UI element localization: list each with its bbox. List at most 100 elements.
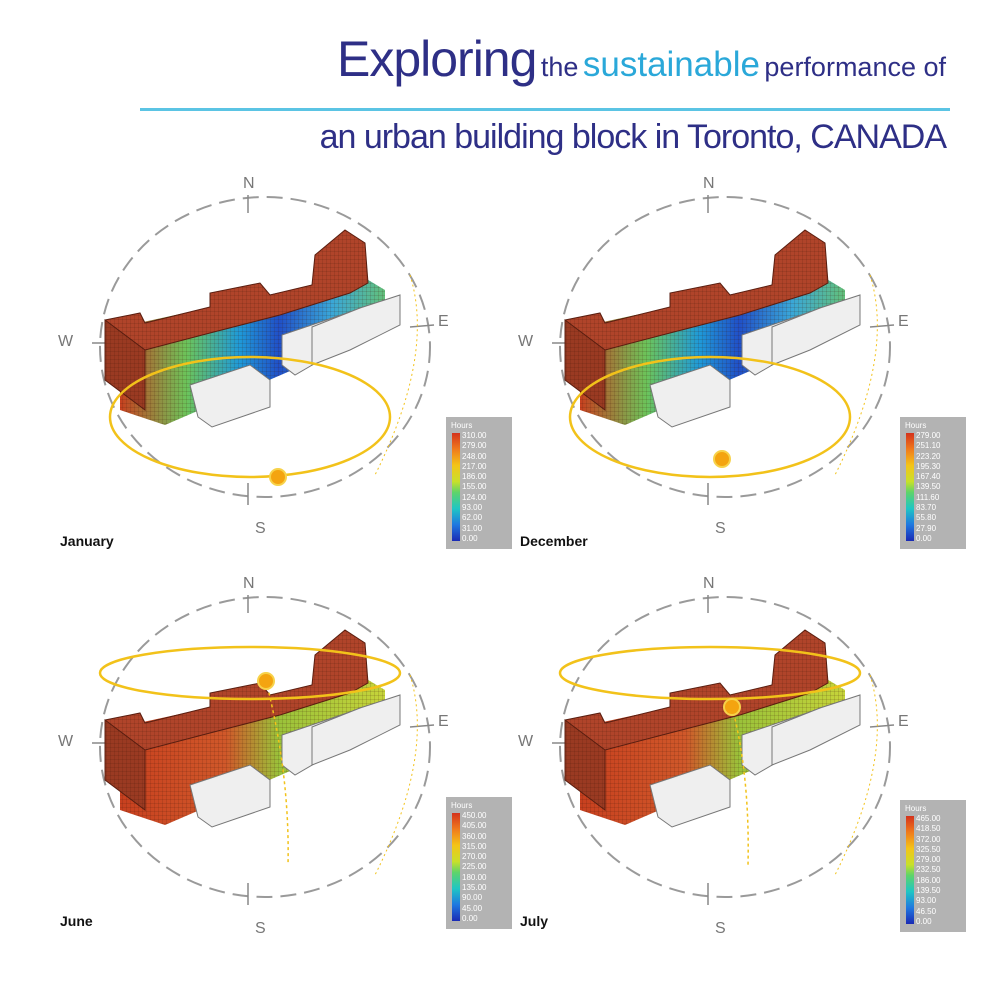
compass-north: N xyxy=(703,175,715,192)
legend-title: Hours xyxy=(905,421,927,430)
legend-value: 46.50 xyxy=(916,906,937,916)
legend-value: 0.00 xyxy=(462,533,478,543)
legend-value: 62.00 xyxy=(462,513,483,523)
legend-value: 83.70 xyxy=(916,503,937,513)
legend-value: 217.00 xyxy=(462,461,487,471)
neighbour-building xyxy=(311,294,401,366)
compass-south: S xyxy=(715,920,726,937)
legend-value: 45.00 xyxy=(462,903,483,913)
legend-value: 31.00 xyxy=(462,523,483,533)
legend-value: 223.20 xyxy=(916,451,941,461)
neighbour-building xyxy=(311,694,401,766)
legend-color-scale xyxy=(452,433,460,541)
sun-study-diagram xyxy=(92,595,435,905)
compass-east: E xyxy=(438,713,449,730)
legend-value: 0.00 xyxy=(916,916,932,926)
panel-june: N S W E June Hours 450.00 405.00 360.00 315.00 270… xyxy=(50,575,530,965)
compass-south: S xyxy=(255,520,266,537)
compass-ring xyxy=(559,196,891,498)
legend-value: 55.80 xyxy=(916,513,937,523)
title-line-2: an urban building block in Toronto, CANA… xyxy=(319,118,947,156)
sun-study-diagram xyxy=(552,595,895,905)
sun-icon xyxy=(713,450,731,468)
legend-value: 279.00 xyxy=(916,431,941,440)
legend-value: 27.90 xyxy=(916,523,937,533)
month-label: December xyxy=(520,533,588,549)
legend-value: 270.00 xyxy=(462,852,487,862)
legend-value: 186.00 xyxy=(916,875,941,885)
title-word-sustainable: sustainable xyxy=(582,45,760,84)
legend-value: 418.50 xyxy=(916,824,941,834)
compass-west: W xyxy=(58,733,74,750)
hours-legend: Hours 450.00 405.00 360.00 315.00 270.00 225.0… xyxy=(446,797,512,929)
legend-color-scale xyxy=(452,813,460,921)
sun-icon xyxy=(257,672,275,690)
compass-south: S xyxy=(715,520,726,537)
legend-value: 186.00 xyxy=(462,472,487,482)
title-word-performance: performance of xyxy=(764,52,946,82)
neighbour-building xyxy=(771,294,861,366)
neighbour-building xyxy=(189,764,271,828)
neighbour-building xyxy=(649,364,731,428)
legend-value: 135.00 xyxy=(462,883,487,893)
legend-value: 310.00 xyxy=(462,431,487,440)
legend-value: 360.00 xyxy=(462,831,487,841)
legend-value: 124.00 xyxy=(462,492,487,502)
title-word-exploring: Exploring xyxy=(336,31,537,87)
compass-east: E xyxy=(898,713,909,730)
legend-title: Hours xyxy=(451,421,473,430)
month-label: July xyxy=(520,913,549,929)
neighbour-building xyxy=(189,364,271,428)
legend-value: 232.50 xyxy=(916,865,941,875)
compass-north: N xyxy=(243,575,255,592)
legend-value: 93.00 xyxy=(462,503,483,513)
legend-value: 279.00 xyxy=(916,855,941,865)
hours-legend: Hours 310.00 279.00 248.00 217.00 186.00 155.0… xyxy=(446,417,512,549)
legend-color-scale xyxy=(906,433,914,541)
panel-july: N S W E July Hours 465.00 418.50 372.00 325.50 279… xyxy=(510,575,990,965)
legend-value: 180.00 xyxy=(462,872,487,882)
legend-value: 325.50 xyxy=(916,844,941,854)
legend-value: 279.00 xyxy=(462,441,487,451)
legend-title: Hours xyxy=(451,801,473,810)
legend-value: 450.00 xyxy=(462,811,487,820)
legend-value: 167.40 xyxy=(916,472,941,482)
legend-value: 251.10 xyxy=(916,441,941,451)
month-label: June xyxy=(60,913,93,929)
compass-north: N xyxy=(243,175,255,192)
compass-east: E xyxy=(438,313,449,330)
sun-icon xyxy=(723,698,741,716)
legend-value: 195.30 xyxy=(916,461,941,471)
legend-value: 155.00 xyxy=(462,482,487,492)
compass-west: W xyxy=(518,733,534,750)
legend-value: 139.50 xyxy=(916,482,941,492)
legend-value: 93.00 xyxy=(916,896,937,906)
legend-color-scale xyxy=(906,816,914,924)
title-line-1: Exploring the sustainable performance of xyxy=(0,30,946,88)
compass-south: S xyxy=(255,920,266,937)
legend-value: 248.00 xyxy=(462,451,487,461)
compass-north: N xyxy=(703,575,715,592)
hours-legend: Hours 279.00 251.10 223.20 195.30 167.40 139.5… xyxy=(900,417,966,549)
legend-value: 372.00 xyxy=(916,834,941,844)
compass-ring xyxy=(99,196,431,498)
sun-study-diagram xyxy=(92,195,435,505)
neighbour-building xyxy=(649,764,731,828)
sun-path xyxy=(558,645,862,701)
legend-value: 0.00 xyxy=(462,913,478,923)
sun-study-diagram xyxy=(552,195,895,505)
sun-icon xyxy=(269,468,287,486)
panel-december: N S W E December Hours 279.00 251.10 223.20 195.3… xyxy=(510,175,990,565)
compass-ring xyxy=(559,596,891,898)
legend-value: 315.00 xyxy=(462,841,487,851)
legend-title: Hours xyxy=(905,804,927,813)
title-word-the: the xyxy=(540,52,579,82)
sun-path xyxy=(568,355,852,479)
panel-january: N S W E January Hours 310.00 279.00 248.00 217.00… xyxy=(50,175,530,565)
legend-value: 405.00 xyxy=(462,821,487,831)
hours-legend: Hours 465.00 418.50 372.00 325.50 279.00 232.5… xyxy=(900,800,966,932)
neighbour-building xyxy=(771,694,861,766)
compass-west: W xyxy=(518,333,534,350)
title-divider xyxy=(140,108,950,111)
legend-value: 90.00 xyxy=(462,893,483,903)
